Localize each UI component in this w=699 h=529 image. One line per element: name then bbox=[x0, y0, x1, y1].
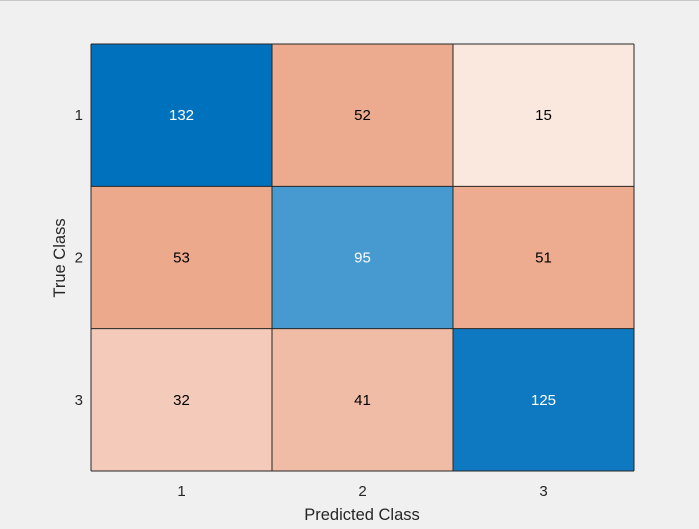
grid-layer bbox=[90, 43, 635, 472]
x-tick-label-2: 2 bbox=[358, 483, 366, 500]
cell-value-r1-c2: 52 bbox=[354, 107, 371, 124]
labels-layer: 132 52 15 53 95 51 32 41 125 bbox=[169, 107, 556, 409]
x-tick-label-1: 1 bbox=[177, 483, 185, 500]
cell-value-r2-c2: 95 bbox=[354, 250, 371, 267]
cell-r2-c1 bbox=[91, 186, 272, 329]
cell-value-r2-c3: 51 bbox=[535, 250, 552, 267]
cell-r3-c1 bbox=[91, 328, 272, 471]
cell-value-r3-c2: 41 bbox=[354, 392, 371, 409]
ticks-layer: 1 2 3 1 2 3 bbox=[75, 107, 548, 500]
cell-r1-c1 bbox=[91, 44, 272, 187]
x-axis-title: Predicted Class bbox=[304, 506, 420, 524]
cell-r2-c3 bbox=[453, 186, 634, 329]
x-tick-label-3: 3 bbox=[539, 483, 547, 500]
cell-value-r1-c3: 15 bbox=[535, 107, 552, 124]
cell-r1-c2 bbox=[272, 44, 453, 187]
cell-r3-c3 bbox=[453, 328, 634, 471]
cell-value-r3-c3: 125 bbox=[531, 392, 556, 409]
cell-value-r3-c1: 32 bbox=[173, 392, 190, 409]
cell-r3-c2 bbox=[272, 328, 453, 471]
cell-r2-c2 bbox=[272, 186, 453, 329]
y-tick-label-1: 1 bbox=[75, 107, 83, 124]
cells-layer bbox=[91, 44, 634, 471]
cell-value-r2-c1: 53 bbox=[173, 250, 190, 267]
y-tick-label-3: 3 bbox=[75, 392, 83, 409]
y-tick-label-2: 2 bbox=[75, 250, 83, 267]
cell-value-r1-c1: 132 bbox=[169, 107, 194, 124]
y-axis-title: True Class bbox=[51, 218, 69, 297]
cell-r1-c3 bbox=[453, 44, 634, 187]
